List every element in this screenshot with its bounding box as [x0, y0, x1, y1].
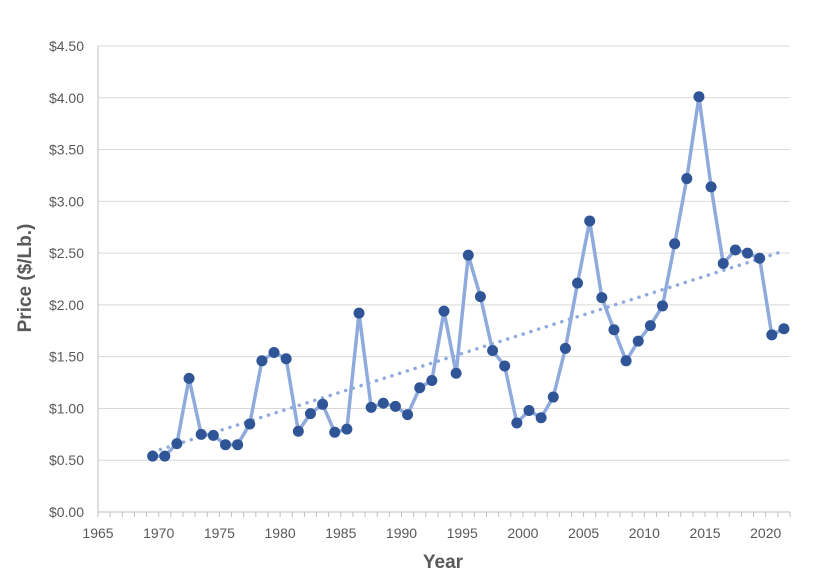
data-point: [195, 428, 207, 440]
x-tick-label: 1980: [265, 525, 296, 541]
data-point: [766, 329, 778, 341]
gridlines: [98, 45, 790, 461]
y-tick-label: $0.50: [49, 452, 84, 468]
x-tick-label: 1970: [143, 525, 174, 541]
data-point: [644, 320, 656, 332]
y-tick-label: $3.00: [49, 193, 84, 209]
data-point: [147, 450, 159, 462]
data-point: [256, 355, 268, 367]
y-tick-label: $1.50: [49, 349, 84, 365]
data-point: [232, 439, 244, 451]
x-tick-label: 2000: [507, 525, 538, 541]
y-axis-title: Price ($/Lb.): [15, 224, 36, 333]
data-point: [754, 252, 766, 264]
data-point: [632, 335, 644, 347]
x-tick-label: 2015: [689, 525, 720, 541]
data-point: [535, 412, 547, 424]
y-tick-label: $2.00: [49, 297, 84, 313]
data-point: [608, 324, 620, 336]
data-point: [657, 300, 669, 312]
data-point: [547, 391, 559, 403]
data-point: [669, 238, 681, 250]
data-point: [280, 353, 292, 365]
x-tick-label: 2010: [629, 525, 660, 541]
data-point: [778, 323, 790, 335]
data-point: [414, 382, 426, 394]
y-tick-label: $4.50: [49, 38, 84, 54]
data-point: [693, 91, 705, 103]
data-point: [159, 450, 171, 462]
x-tick-label: 1975: [204, 525, 235, 541]
y-tick-label: $2.50: [49, 245, 84, 261]
data-point: [341, 423, 353, 435]
data-point: [402, 409, 414, 421]
data-point: [487, 344, 499, 356]
data-point: [219, 439, 231, 451]
y-tick-label: $4.00: [49, 90, 84, 106]
tick-labels: $0.00 $0.50 $1.00 $1.50 $2.00 $2.50 $3.00 $3.50…: [49, 38, 782, 541]
data-point: [329, 426, 341, 438]
data-point: [681, 173, 693, 185]
series-line: [152, 94, 785, 458]
y-tick-label: $3.50: [49, 142, 84, 158]
data-point: [207, 429, 219, 441]
x-tick-label: 1985: [325, 525, 356, 541]
data-point: [705, 181, 717, 193]
data-point: [572, 277, 584, 289]
x-tick-label: 2005: [568, 525, 599, 541]
data-point: [268, 347, 280, 359]
data-point: [742, 247, 754, 259]
x-axis-title: Year: [423, 552, 464, 573]
trendline-line: [150, 249, 786, 454]
y-tick-label: $1.00: [49, 400, 84, 416]
series-1: [147, 91, 790, 462]
data-point: [717, 257, 729, 269]
y-tick-label: $0.00: [49, 504, 84, 520]
data-point: [584, 215, 596, 227]
data-point: [244, 418, 256, 430]
data-point: [171, 438, 183, 450]
axes: [97, 46, 791, 517]
data-point: [450, 367, 462, 379]
x-tick-label: 1990: [386, 525, 417, 541]
x-tick-label: 1995: [447, 525, 478, 541]
data-point: [365, 401, 377, 413]
data-point: [353, 307, 365, 319]
data-point: [426, 374, 438, 386]
data-point: [559, 342, 571, 354]
data-point: [304, 408, 316, 420]
data-point: [317, 398, 329, 410]
data-point: [377, 397, 389, 409]
data-point: [499, 360, 511, 372]
data-point: [474, 291, 486, 303]
data-point: [596, 292, 608, 304]
x-tick-label: 1965: [82, 525, 113, 541]
data-point: [292, 425, 304, 437]
data-point: [523, 405, 535, 417]
trendline: [150, 249, 786, 454]
data-point: [462, 249, 474, 261]
data-point: [511, 417, 523, 429]
x-tick-label: 2020: [750, 525, 781, 541]
data-point: [389, 400, 401, 412]
data-point: [183, 372, 195, 384]
data-point: [729, 244, 741, 256]
data-point: [620, 355, 632, 367]
data-point: [438, 305, 450, 317]
